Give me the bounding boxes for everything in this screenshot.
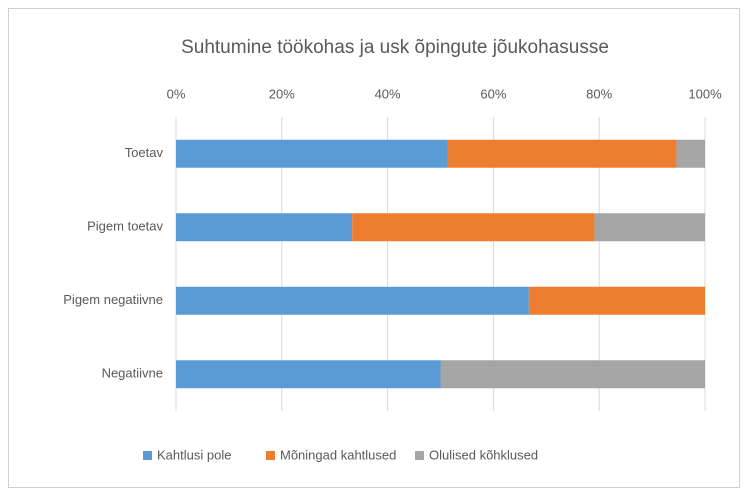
bar-segment xyxy=(594,213,705,242)
bar-segment xyxy=(176,213,353,242)
x-tick-label: 80% xyxy=(586,86,612,101)
x-tick-label: 40% xyxy=(375,86,401,101)
bar-segment xyxy=(440,360,705,389)
bar-segment xyxy=(176,286,529,315)
y-tick-label: Pigem negatiivne xyxy=(63,292,163,307)
y-tick-label: Pigem toetav xyxy=(87,219,163,234)
chart-title: Suhtumine töökohas ja usk õpingute jõuko… xyxy=(181,37,609,58)
bar-segment xyxy=(176,139,448,168)
bar-segment xyxy=(528,286,705,315)
legend-swatch xyxy=(266,451,275,460)
y-tick-label: Negatiivne xyxy=(102,366,163,381)
legend-swatch xyxy=(143,451,152,460)
bar-segment xyxy=(447,139,677,168)
legend-label: Kahtlusi pole xyxy=(157,447,231,462)
legend-label: Olulised kõhklused xyxy=(429,447,538,462)
chart-frame xyxy=(8,8,740,488)
x-tick-label: 20% xyxy=(269,86,295,101)
bar-segment xyxy=(176,360,441,389)
bar-segment xyxy=(676,139,705,168)
bar-segment xyxy=(352,213,595,242)
legend-swatch xyxy=(415,451,424,460)
x-tick-label: 0% xyxy=(167,86,186,101)
y-tick-label: Toetav xyxy=(125,145,164,160)
legend-label: Mõningad kahtlused xyxy=(280,447,396,462)
x-tick-label: 60% xyxy=(480,86,506,101)
x-tick-label: 100% xyxy=(688,86,722,101)
